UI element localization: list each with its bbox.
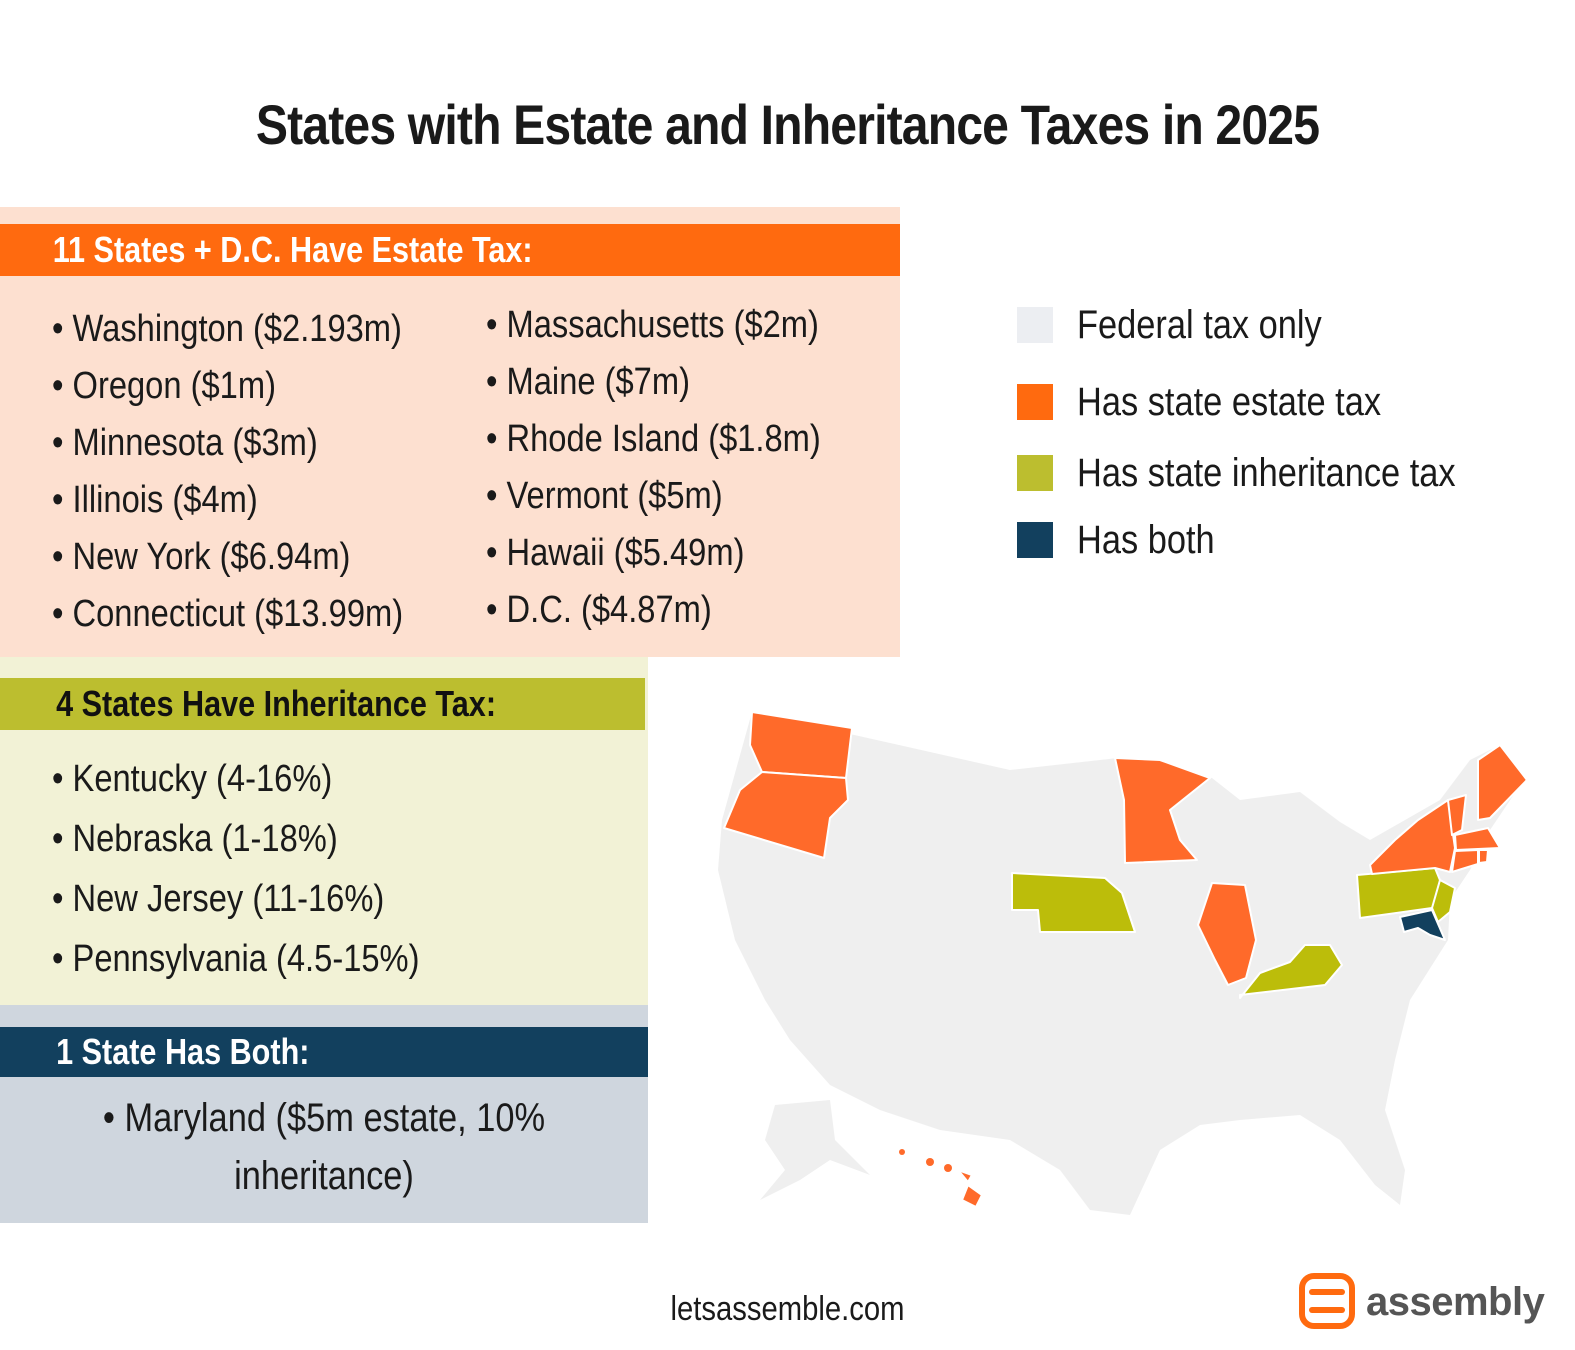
list-item: Massachusetts ($2m) xyxy=(486,297,821,354)
list-item: Kentucky (4-16%) xyxy=(52,749,419,809)
assembly-logo-icon xyxy=(1299,1273,1355,1329)
list-item: Minnesota ($3m) xyxy=(52,415,403,472)
map-maryland xyxy=(1399,909,1446,941)
estate-tax-list-column-2: Massachusetts ($2m) Maine ($7m) Rhode Is… xyxy=(486,297,875,639)
map-hawaii-island xyxy=(944,1164,952,1172)
map-kentucky xyxy=(1239,944,1343,999)
inheritance-tax-heading: 4 States Have Inheritance Tax: xyxy=(0,678,645,730)
legend-swatch xyxy=(1017,522,1053,558)
map-alaska xyxy=(760,1100,870,1200)
map-massachusetts xyxy=(1454,827,1501,851)
legend-label: Has state estate tax xyxy=(1077,380,1382,424)
list-item: D.C. ($4.87m) xyxy=(486,582,821,639)
inheritance-tax-list: Kentucky (4-16%) Nebraska (1-18%) New Je… xyxy=(52,749,479,989)
map-minnesota xyxy=(1114,757,1211,864)
both-taxes-line-2: inheritance) xyxy=(234,1154,414,1198)
map-hawaii-island xyxy=(961,1184,983,1208)
legend-label: Has both xyxy=(1077,518,1215,562)
list-item: Illinois ($4m) xyxy=(52,472,403,529)
map-hawaii-island xyxy=(957,1169,973,1183)
map-hawaii xyxy=(899,1149,983,1208)
map-connecticut xyxy=(1451,849,1479,873)
legend-swatch xyxy=(1017,307,1053,343)
map-base-us xyxy=(718,712,1525,1215)
map-hawaii-island xyxy=(899,1149,905,1155)
list-item: Washington ($2.193m) xyxy=(52,301,403,358)
both-taxes-line-1: • Maryland ($5m estate, 10% xyxy=(102,1096,546,1140)
both-taxes-heading: 1 State Has Both: xyxy=(0,1027,648,1077)
estate-tax-list-column-1: Washington ($2.193m) Oregon ($1m) Minnes… xyxy=(52,301,460,643)
estate-tax-heading: 11 States + D.C. Have Estate Tax: xyxy=(0,224,900,276)
list-item: New York ($6.94m) xyxy=(52,529,403,586)
page-title: States with Estate and Inheritance Taxes… xyxy=(255,93,1320,156)
legend-item-inheritance: Has state inheritance tax xyxy=(1017,448,1537,498)
list-item: Connecticut ($13.99m) xyxy=(52,586,404,643)
list-item: Maine ($7m) xyxy=(486,354,821,411)
legend-label: Has state inheritance tax xyxy=(1077,451,1456,495)
legend-item-federal: Federal tax only xyxy=(1017,300,1537,350)
list-item: Rhode Island ($1.8m) xyxy=(486,411,821,468)
map-maine xyxy=(1477,744,1528,821)
legend-swatch xyxy=(1017,384,1053,420)
legend-item-estate: Has state estate tax xyxy=(1017,377,1537,427)
inheritance-tax-panel: 4 States Have Inheritance Tax: Kentucky … xyxy=(0,657,648,1005)
both-taxes-panel: 1 State Has Both: • Maryland ($5m estate… xyxy=(0,1005,648,1223)
map-illinois xyxy=(1197,882,1257,986)
us-tax-map xyxy=(718,711,1528,1215)
map-hawaii-island xyxy=(926,1158,934,1166)
list-item: Pennsylvania (4.5-15%) xyxy=(52,929,420,989)
brand-name: assembly xyxy=(1366,1280,1545,1324)
brand-logo: assembly xyxy=(1298,1272,1558,1332)
legend-swatch xyxy=(1017,455,1053,491)
map-rhode-island xyxy=(1478,849,1489,864)
legend-item-both: Has both xyxy=(1017,515,1537,565)
legend-label: Federal tax only xyxy=(1077,303,1322,347)
footer-url[interactable]: letsassemble.com xyxy=(670,1290,905,1328)
list-item: Vermont ($5m) xyxy=(486,468,821,525)
both-taxes-text: • Maryland ($5m estate, 10% inheritance) xyxy=(45,1089,602,1205)
map-new-jersey xyxy=(1431,879,1456,923)
map-oregon xyxy=(723,771,849,859)
list-item: New Jersey (11-16%) xyxy=(52,869,419,929)
map-vermont xyxy=(1447,794,1467,836)
map-washington xyxy=(749,711,853,779)
list-item: Hawaii ($5.49m) xyxy=(486,525,821,582)
list-item: Oregon ($1m) xyxy=(52,358,403,415)
list-item: Nebraska (1-18%) xyxy=(52,809,419,869)
map-nebraska xyxy=(1011,872,1136,933)
estate-tax-panel: 11 States + D.C. Have Estate Tax: Washin… xyxy=(0,207,900,657)
